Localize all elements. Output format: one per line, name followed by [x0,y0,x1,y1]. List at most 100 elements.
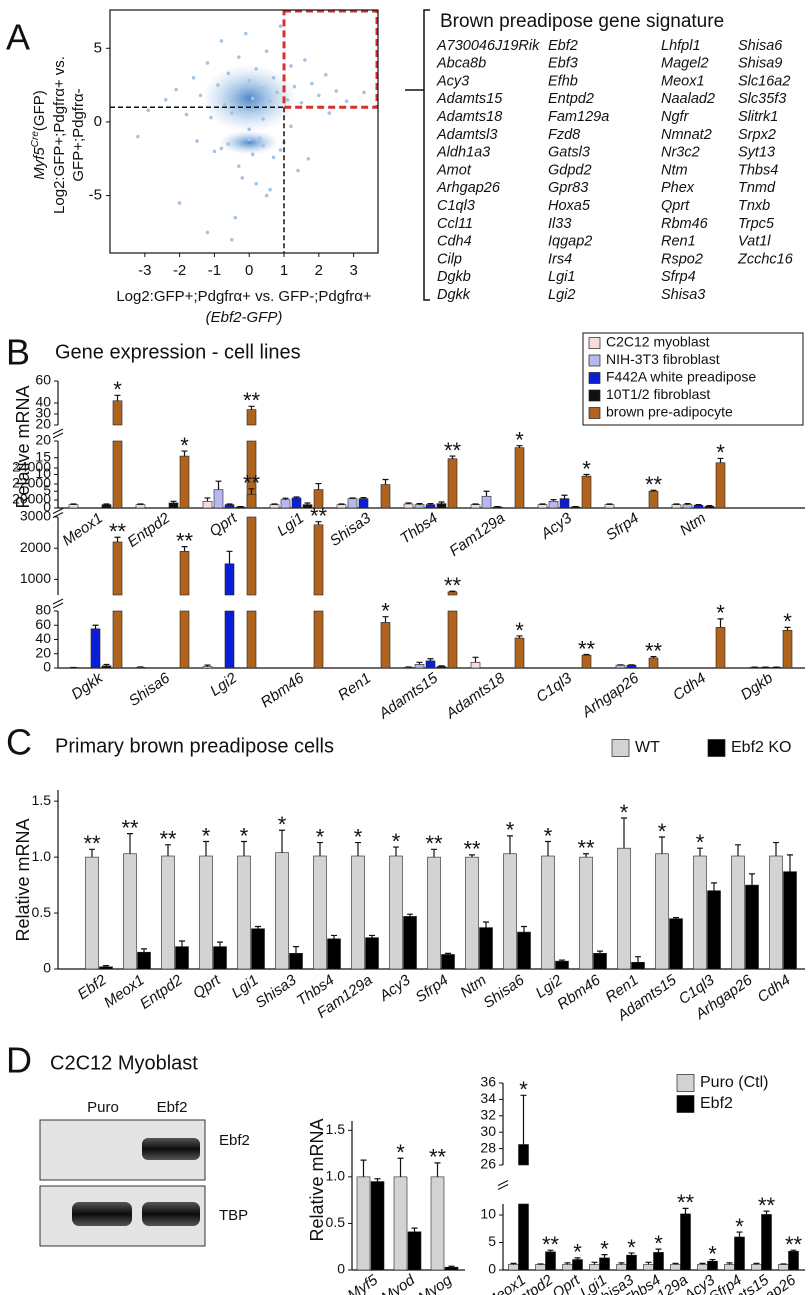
gene-name: Meox1 [661,73,705,89]
error-bar [790,1249,797,1252]
y-tick-label: 80 [35,602,51,618]
point [271,75,276,80]
bar [555,960,569,970]
error-bar [539,503,546,505]
error-bar [659,836,665,854]
point [268,99,272,104]
error-bar [472,656,479,663]
point [254,67,258,71]
point [136,134,140,139]
error-bar [338,503,345,505]
significance: * [620,800,629,825]
gene-name: Syt13 [738,145,775,161]
error-bar [583,473,590,477]
gene-name: Sfrp4 [661,269,696,285]
error-bar [706,505,713,507]
significance: * [716,440,725,465]
error-bar [483,490,490,497]
bar [617,847,631,970]
error-bar [547,1249,554,1252]
bar [179,455,190,509]
category-label: Myog [415,1271,455,1295]
panel-title: C2C12 Myoblast [50,1052,198,1074]
error-bar [165,844,171,857]
bar [436,666,447,669]
bar [479,927,493,970]
bar [246,516,257,596]
point [219,39,224,43]
bar [101,504,112,509]
error-bar [726,1262,733,1265]
error-bar [204,664,211,667]
x-tick-label: -3 [138,262,151,279]
category-label: Shisa3 [327,509,375,550]
bar [327,938,341,970]
gene-name: Vat1l [738,234,771,250]
bar [731,855,745,970]
gene-name: Ebf3 [548,56,578,72]
significance: * [392,829,401,854]
bar [414,664,425,669]
point [174,87,178,92]
gene-name: Fzd8 [548,127,580,143]
error-bar [516,445,523,448]
bar [246,494,257,509]
point [226,142,231,146]
error-bar [673,916,679,919]
bar [202,500,213,509]
legend-label: 10T1/2 fibroblast [606,386,710,402]
error-bar [114,394,121,401]
error-bar [405,502,412,504]
bar [514,447,525,509]
error-bar [787,854,793,872]
point [233,90,238,95]
bar [90,628,101,669]
panel-title: Gene expression - cell lines [55,341,301,363]
category-label: Cdh4 [754,972,793,1006]
category-label: Qprt [190,971,224,1002]
bar [447,458,458,509]
error-bar [621,817,627,849]
y-tick-label: 1.5 [326,1121,346,1137]
error-bar [217,941,223,947]
significance: * [573,1240,582,1265]
significance: * [735,1214,744,1239]
point [285,98,290,102]
error-bar [507,835,513,854]
error-bar [449,590,456,592]
legend-label: Puro (Ctl) [700,1074,768,1091]
error-bar [695,504,702,506]
bar [380,622,391,669]
category-label: Shisa6 [126,669,174,710]
gene-name: Rbm46 [661,216,709,232]
x-tick-label: -2 [173,262,186,279]
x-axis-label: (Ebf2-GFP) [206,309,283,326]
point [250,152,255,157]
bar [237,855,251,970]
error-bar [393,846,399,857]
point [296,168,300,173]
error-bar [89,848,95,858]
error-bar [597,950,603,954]
gene-name: Shisa6 [738,38,783,54]
significance: * [240,823,249,848]
error-bar [315,482,322,490]
y-tick-label: 34 [480,1090,496,1106]
significance: ** [109,519,127,544]
error-bar [411,1227,418,1232]
lane-label: Puro [87,1099,119,1116]
category-label: Ren1 [335,670,374,704]
bar [403,503,414,509]
bar [85,856,99,970]
point [243,31,248,36]
gene-name: A730046J19Rik [436,38,540,54]
y-tick-label: 24000 [12,459,51,475]
blot-row-label: TBP [219,1207,248,1224]
error-bar [103,503,110,505]
point [236,164,241,168]
gene-name: Adamts18 [436,109,502,125]
panel-title: Primary brown preadipose cells [55,735,334,757]
bar [313,610,324,669]
category-label: Meox1 [59,510,106,550]
significance: ** [159,827,177,852]
